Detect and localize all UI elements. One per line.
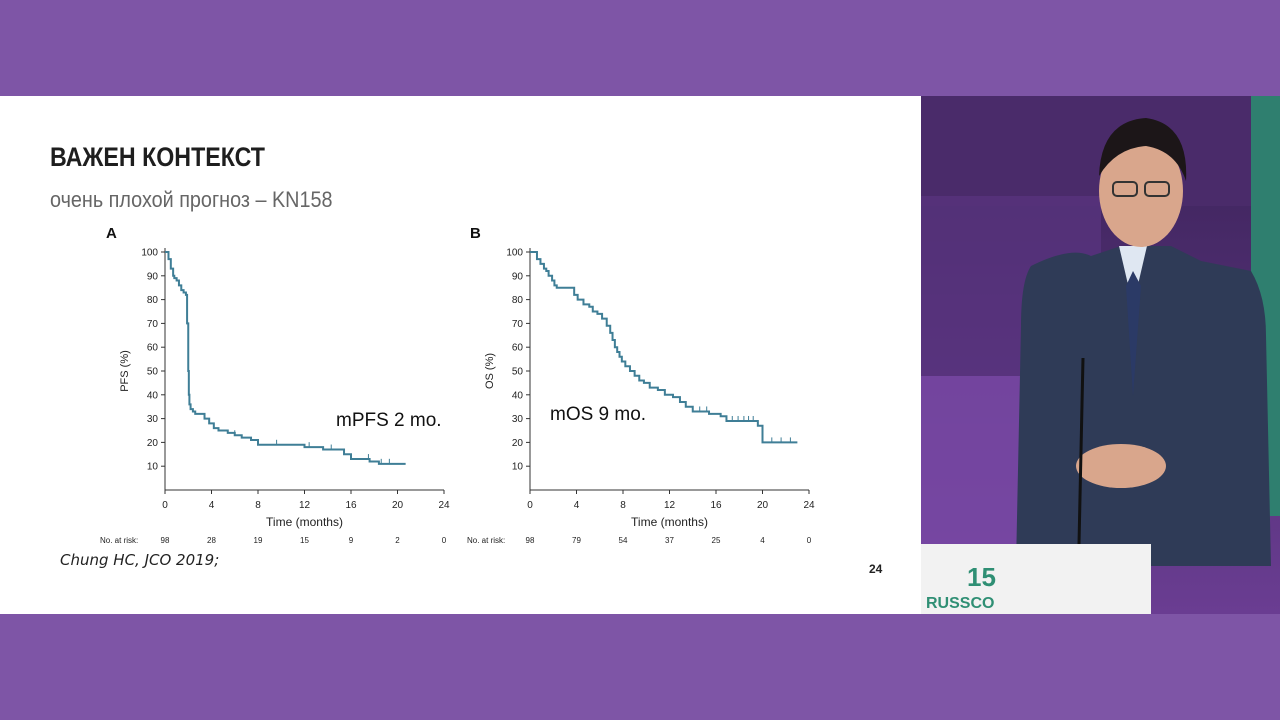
at-risk-label: No. at risk: bbox=[100, 536, 138, 545]
y-tick-label: 20 bbox=[147, 438, 159, 449]
x-tick-label: 16 bbox=[710, 500, 722, 511]
at-risk-count: 37 bbox=[665, 536, 674, 545]
x-tick-label: 20 bbox=[392, 500, 404, 511]
y-tick-label: 30 bbox=[512, 414, 524, 425]
survival-curve bbox=[165, 251, 406, 465]
x-tick-label: 24 bbox=[803, 500, 815, 511]
at-risk-count: 28 bbox=[207, 536, 216, 545]
page-number: 24 bbox=[869, 562, 883, 576]
x-tick-label: 20 bbox=[757, 500, 769, 511]
at-risk-count: 0 bbox=[442, 536, 447, 545]
at-risk-count: 0 bbox=[807, 536, 812, 545]
y-tick-label: 100 bbox=[506, 248, 523, 259]
y-tick-label: 40 bbox=[512, 390, 524, 401]
y-tick-label: 100 bbox=[141, 248, 158, 259]
y-tick-label: 90 bbox=[512, 271, 524, 282]
x-tick-label: 12 bbox=[664, 500, 676, 511]
x-tick-label: 0 bbox=[527, 500, 533, 511]
y-tick-label: 60 bbox=[147, 343, 159, 354]
y-tick-label: 80 bbox=[512, 295, 524, 306]
at-risk-label: No. at risk: bbox=[467, 536, 505, 545]
at-risk-count: 98 bbox=[526, 536, 535, 545]
panel-label: B bbox=[470, 225, 481, 242]
x-tick-label: 16 bbox=[345, 500, 357, 511]
y-tick-label: 50 bbox=[147, 367, 159, 378]
speaker-hands bbox=[1076, 444, 1166, 488]
at-risk-count: 9 bbox=[349, 536, 354, 545]
x-tick-label: 12 bbox=[299, 500, 311, 511]
y-tick-label: 40 bbox=[147, 390, 159, 401]
at-risk-count: 25 bbox=[712, 536, 721, 545]
y-tick-label: 30 bbox=[147, 414, 159, 425]
speaker-video: 15 RUSSCO bbox=[921, 96, 1280, 614]
y-tick-label: 80 bbox=[147, 295, 159, 306]
speaker-face bbox=[1099, 135, 1183, 247]
svg-text:15: 15 bbox=[967, 562, 996, 592]
bottom-band bbox=[0, 614, 1280, 720]
y-tick-label: 90 bbox=[147, 271, 159, 282]
x-tick-label: 4 bbox=[574, 500, 580, 511]
slide-subtitle: очень плохой прогноз – KN158 bbox=[50, 187, 333, 212]
y-tick-label: 20 bbox=[512, 438, 524, 449]
y-tick-label: 70 bbox=[512, 319, 524, 330]
at-risk-count: 98 bbox=[161, 536, 170, 545]
at-risk-count: 2 bbox=[395, 536, 400, 545]
at-risk-count: 54 bbox=[619, 536, 628, 545]
speaker-photo: 15 RUSSCO bbox=[921, 96, 1280, 614]
citation: Chung HC, JCO 2019; bbox=[60, 551, 220, 569]
microphone bbox=[1077, 357, 1085, 545]
median-annotation: mOS 9 mo. bbox=[550, 404, 646, 425]
slide: ВАЖЕН КОНТЕКСТ очень плохой прогноз – KN… bbox=[0, 96, 921, 614]
median-annotation: mPFS 2 mo. bbox=[336, 410, 442, 431]
at-risk-count: 79 bbox=[572, 536, 581, 545]
tie bbox=[1126, 271, 1141, 396]
survival-curve bbox=[530, 251, 798, 444]
at-risk-count: 15 bbox=[300, 536, 309, 545]
y-axis-label: OS (%) bbox=[484, 353, 496, 389]
y-axis-label: PFS (%) bbox=[119, 350, 131, 392]
x-tick-label: 24 bbox=[438, 500, 450, 511]
x-tick-label: 8 bbox=[620, 500, 626, 511]
podium bbox=[921, 544, 1151, 614]
y-tick-label: 10 bbox=[512, 462, 524, 473]
panel-label: A bbox=[106, 225, 117, 242]
y-tick-label: 10 bbox=[147, 462, 159, 473]
svg-text:RUSSCO: RUSSCO bbox=[926, 595, 994, 612]
at-risk-count: 19 bbox=[254, 536, 263, 545]
top-band bbox=[0, 0, 1280, 96]
y-tick-label: 70 bbox=[147, 319, 159, 330]
x-axis-label: Time (months) bbox=[266, 515, 343, 529]
x-tick-label: 0 bbox=[162, 500, 168, 511]
x-tick-label: 4 bbox=[209, 500, 215, 511]
suit-jacket bbox=[1016, 246, 1271, 566]
at-risk-count: 4 bbox=[760, 536, 765, 545]
slide-title: ВАЖЕН КОНТЕКСТ bbox=[50, 142, 265, 172]
x-tick-label: 8 bbox=[255, 500, 261, 511]
y-tick-label: 60 bbox=[512, 343, 524, 354]
x-axis-label: Time (months) bbox=[631, 515, 708, 529]
y-tick-label: 50 bbox=[512, 367, 524, 378]
